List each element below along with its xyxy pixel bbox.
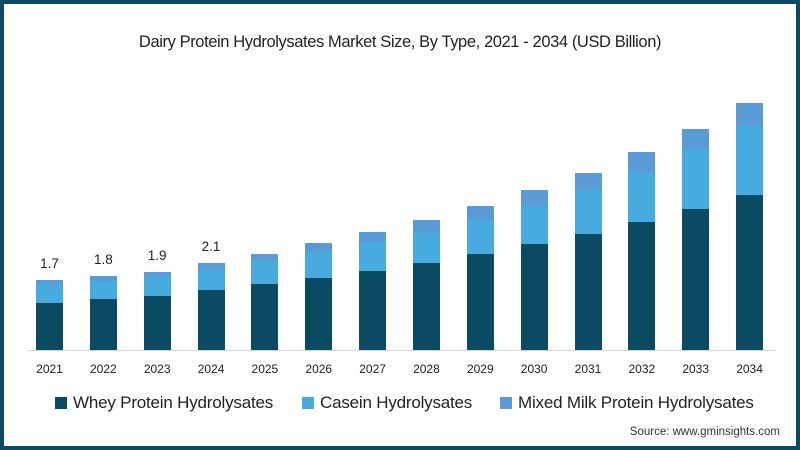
bar-segment-whey-protein-hydrolysates	[736, 195, 764, 350]
bar-2033	[682, 128, 710, 350]
bar-segment-mixed-milk-protein-hydrolysates	[466, 205, 494, 220]
bar-2031	[574, 172, 602, 350]
x-tick-label: 2022	[89, 362, 117, 376]
bar-segment-casein-hydrolysates	[466, 219, 494, 254]
bar-segment-whey-protein-hydrolysates	[520, 244, 548, 350]
bar-segment-mixed-milk-protein-hydrolysates	[574, 172, 602, 190]
legend-swatch-icon	[302, 397, 314, 409]
bar-segment-mixed-milk-protein-hydrolysates	[143, 271, 171, 278]
bar-segment-mixed-milk-protein-hydrolysates	[305, 242, 333, 252]
bar-segment-mixed-milk-protein-hydrolysates	[89, 275, 117, 282]
legend-item: Mixed Milk Protein Hydrolysates	[500, 393, 754, 413]
legend-item: Whey Protein Hydrolysates	[55, 393, 273, 413]
bar-segment-casein-hydrolysates	[197, 270, 225, 291]
bar-segment-casein-hydrolysates	[36, 284, 63, 304]
bar-segment-casein-hydrolysates	[305, 251, 333, 278]
x-tick-label: 2034	[736, 362, 763, 376]
legend-label: Casein Hydrolysates	[320, 393, 473, 412]
bar-segment-casein-hydrolysates	[412, 232, 440, 264]
legend-swatch-icon	[55, 397, 67, 409]
bar-segment-whey-protein-hydrolysates	[466, 253, 494, 350]
bar-2022	[89, 275, 117, 350]
bar-segment-mixed-milk-protein-hydrolysates	[197, 263, 225, 271]
x-tick-label: 2033	[682, 362, 710, 376]
bar-segment-whey-protein-hydrolysates	[89, 298, 117, 350]
bar-segment-mixed-milk-protein-hydrolysates	[736, 103, 764, 127]
bar-2024	[197, 263, 225, 350]
bar-2023	[143, 271, 171, 350]
bar-segment-casein-hydrolysates	[520, 206, 548, 245]
bar-segment-whey-protein-hydrolysates	[682, 209, 710, 350]
bar-2032	[628, 151, 656, 350]
x-tick-label: 2026	[305, 362, 333, 376]
bar-segment-casein-hydrolysates	[736, 126, 764, 196]
bar-segment-mixed-milk-protein-hydrolysates	[36, 279, 63, 285]
x-tick-label: 2023	[143, 362, 171, 376]
x-tick-label: 2029	[466, 362, 494, 376]
bar-segment-whey-protein-hydrolysates	[359, 270, 387, 350]
source-note: Source: www.gminsights.com	[629, 426, 780, 438]
x-tick-label: 2030	[520, 362, 548, 376]
legend-item: Casein Hydrolysates	[302, 393, 472, 413]
bar-segment-whey-protein-hydrolysates	[36, 303, 63, 350]
bar-segment-whey-protein-hydrolysates	[143, 296, 171, 350]
chart-frame	[4, 4, 796, 446]
bar-2026	[305, 242, 333, 350]
bar-segment-whey-protein-hydrolysates	[197, 290, 225, 350]
chart-title: Dairy Protein Hydrolysates Market Size, …	[138, 33, 662, 51]
bar-segment-whey-protein-hydrolysates	[251, 284, 279, 350]
x-axis-line	[27, 350, 776, 351]
bar-2027	[359, 232, 387, 350]
x-tick-label: 2028	[413, 362, 440, 376]
legend-label: Whey Protein Hydrolysates	[73, 393, 274, 412]
bar-segment-mixed-milk-protein-hydrolysates	[412, 220, 440, 233]
bar-segment-casein-hydrolysates	[574, 189, 602, 234]
x-tick-label: 2031	[574, 362, 602, 376]
x-tick-label: 2024	[197, 362, 225, 376]
bar-2025	[251, 254, 279, 350]
bar-segment-mixed-milk-protein-hydrolysates	[520, 190, 548, 207]
bar-segment-casein-hydrolysates	[628, 172, 656, 222]
x-tick-label: 2027	[359, 362, 386, 376]
bar-segment-mixed-milk-protein-hydrolysates	[359, 232, 387, 243]
bar-segment-mixed-milk-protein-hydrolysates	[251, 254, 279, 262]
bar-2030	[520, 190, 548, 350]
bar-segment-whey-protein-hydrolysates	[574, 233, 602, 350]
legend: Whey Protein Hydrolysates Casein Hydrolys…	[0, 393, 800, 417]
data-label: 1.7	[40, 255, 59, 271]
bar-segment-casein-hydrolysates	[143, 277, 171, 297]
bar-segment-whey-protein-hydrolysates	[628, 221, 656, 350]
x-tick-label: 2032	[628, 362, 656, 376]
bar-segment-mixed-milk-protein-hydrolysates	[628, 151, 656, 172]
bar-segment-casein-hydrolysates	[251, 261, 279, 285]
bar-segment-casein-hydrolysates	[359, 242, 387, 271]
bar-segment-casein-hydrolysates	[89, 281, 117, 299]
bar-2029	[466, 205, 494, 350]
bar-segment-casein-hydrolysates	[682, 148, 710, 210]
bar-2034	[736, 103, 764, 350]
bar-2021	[36, 279, 63, 350]
legend-swatch-icon	[500, 397, 512, 409]
data-label: 1.9	[147, 247, 167, 263]
data-label: 2.1	[201, 239, 221, 255]
bar-2028	[412, 220, 440, 350]
x-tick-label: 2025	[251, 362, 279, 376]
bar-segment-whey-protein-hydrolysates	[305, 277, 333, 350]
data-label: 1.8	[93, 251, 113, 267]
bar-segment-whey-protein-hydrolysates	[412, 263, 440, 350]
x-tick-label: 2021	[36, 362, 63, 376]
legend-label: Mixed Milk Protein Hydrolysates	[518, 393, 754, 412]
bar-segment-mixed-milk-protein-hydrolysates	[682, 128, 710, 149]
